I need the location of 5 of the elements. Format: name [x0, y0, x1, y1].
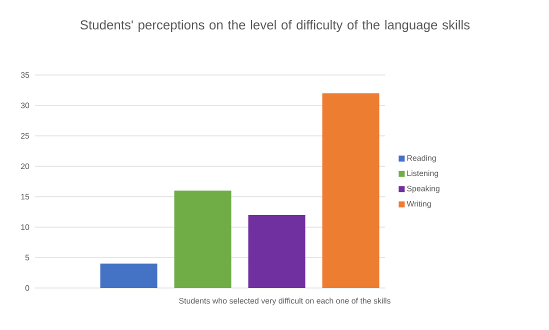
- chart-title: Students' perceptions on the level of difficulty of the language skills: [80, 20, 470, 32]
- bar: [100, 264, 158, 288]
- bar: [248, 214, 306, 288]
- bar: [322, 93, 380, 288]
- bar: [174, 190, 232, 288]
